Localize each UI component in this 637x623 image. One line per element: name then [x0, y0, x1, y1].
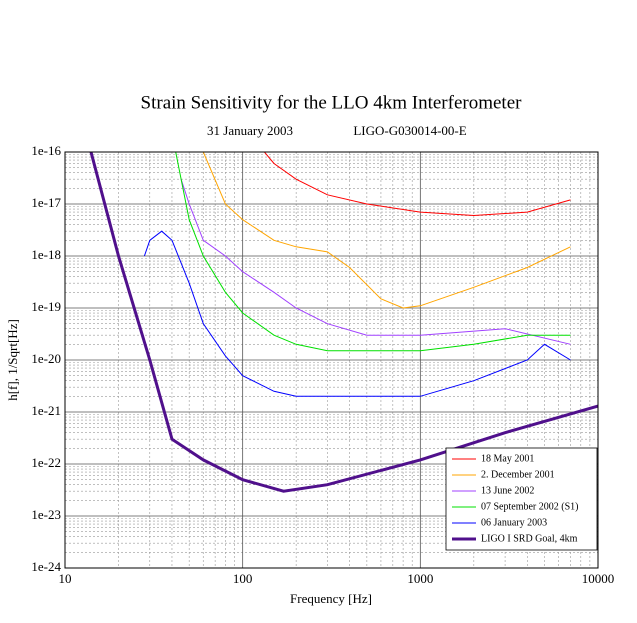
x-axis-label: Frequency [Hz] [290, 591, 372, 606]
legend-label: 2. December 2001 [481, 469, 555, 480]
y-tick-label: 1e-16 [31, 143, 61, 158]
x-tick-label: 1000 [407, 571, 433, 586]
y-tick-label: 1e-24 [31, 559, 61, 574]
series-line [175, 152, 571, 352]
legend-label: 13 June 2002 [481, 485, 534, 496]
series-line [202, 152, 571, 309]
y-tick-label: 1e-21 [31, 403, 61, 418]
series-line [143, 230, 571, 397]
legend-label: 07 September 2002 (S1) [481, 501, 579, 512]
y-tick-label: 1e-17 [31, 195, 61, 210]
document-id: LIGO-G030014-00-E [353, 123, 466, 138]
x-tick-label: 10000 [582, 571, 615, 586]
legend-label: LIGO I SRD Goal, 4km [481, 533, 578, 544]
series-line [234, 152, 571, 217]
x-tick-label: 100 [233, 571, 253, 586]
y-tick-label: 1e-20 [31, 351, 61, 366]
y-axis-label: h[f], 1/Sqrt[Hz] [5, 319, 20, 401]
y-tick-label: 1e-23 [31, 507, 61, 522]
chart-subtitle: 31 January 2003 [207, 123, 293, 138]
chart-title: Strain Sensitivity for the LLO 4km Inter… [141, 92, 523, 113]
y-tick-label: 1e-19 [31, 299, 61, 314]
x-tick-label: 10 [59, 571, 72, 586]
legend-box [445, 447, 598, 551]
series-line [180, 179, 571, 345]
plot-frame [64, 151, 599, 569]
y-tick-label: 1e-18 [31, 247, 61, 262]
legend-label: 18 May 2001 [481, 453, 534, 464]
y-tick-label: 1e-22 [31, 455, 61, 470]
legend-label: 06 January 2003 [481, 517, 547, 528]
